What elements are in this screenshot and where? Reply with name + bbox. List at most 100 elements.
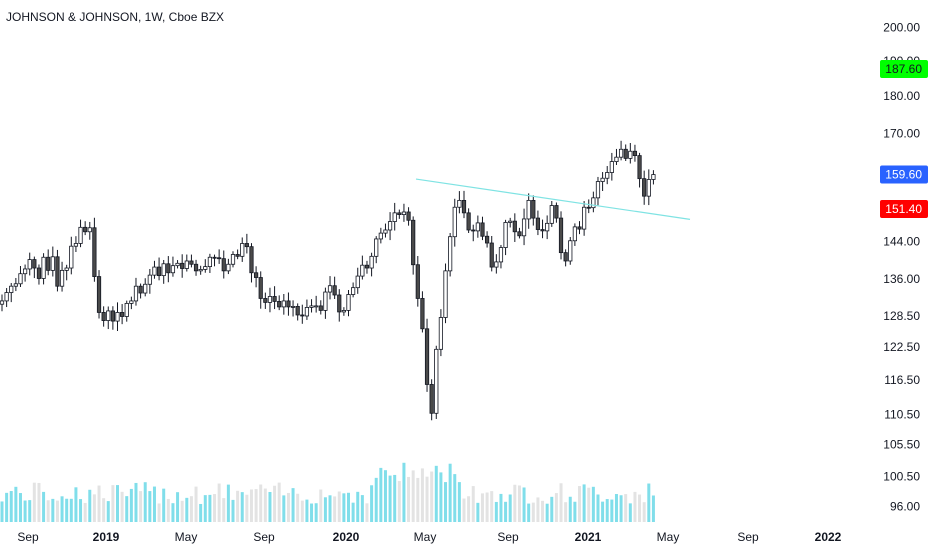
volume-bar: [42, 491, 46, 522]
volume-bars: [0, 462, 655, 522]
volume-bar: [610, 499, 614, 522]
volume-bar: [9, 491, 13, 522]
candle-body: [475, 222, 480, 232]
volume-bar: [573, 501, 577, 522]
candle-body: [101, 312, 106, 321]
candle-body: [170, 265, 176, 274]
candle-body: [461, 199, 467, 214]
candle-body: [147, 274, 152, 285]
candle-body: [106, 310, 111, 321]
volume-bar: [28, 500, 32, 522]
volume-bar: [457, 482, 461, 522]
candle-body: [258, 277, 263, 299]
volume-bar: [254, 489, 258, 522]
candle-body: [152, 266, 157, 276]
volume-bar: [245, 494, 249, 522]
candle-body: [78, 226, 83, 244]
volume-bar: [619, 495, 623, 522]
time-axis[interactable]: Sep 2019 May Sep 2020 May Sep 2021 May Sep 2022: [17, 530, 841, 544]
time-tick-label: 2019: [93, 530, 120, 544]
volume-bar: [485, 492, 489, 522]
candle-body: [628, 150, 633, 159]
candle-body: [563, 252, 568, 262]
price-tick-label: 96.00: [890, 499, 920, 513]
candle-body: [129, 300, 134, 304]
volume-bar: [407, 476, 411, 522]
candle-body: [286, 300, 291, 308]
candle-body: [438, 317, 444, 350]
candle-body: [618, 148, 624, 158]
volume-bar: [240, 492, 244, 522]
volume-bar: [499, 493, 503, 522]
candle-body: [212, 256, 217, 259]
candle-body: [443, 270, 448, 318]
candle-body: [309, 305, 314, 308]
volume-bar: [83, 502, 87, 522]
volume-bar: [203, 495, 207, 522]
volume-bar: [624, 494, 628, 522]
volume-bar: [166, 498, 170, 522]
volume-bar: [162, 488, 166, 522]
candle-body: [207, 256, 212, 268]
time-tick-label: Sep: [253, 530, 275, 544]
volume-bar: [305, 499, 309, 522]
volume-bar: [596, 494, 600, 522]
volume-bar: [527, 503, 531, 522]
candle-body: [387, 221, 393, 231]
candle-body: [512, 220, 517, 233]
volume-bar: [559, 483, 563, 522]
volume-bar: [582, 484, 586, 522]
volume-bar: [180, 500, 184, 522]
volume-bar: [587, 487, 591, 522]
candle-body: [295, 306, 300, 316]
candle-body: [406, 211, 411, 221]
candle-body: [217, 257, 222, 260]
time-tick-label: 2021: [575, 530, 602, 544]
price-badge-label: 151.40: [885, 202, 922, 216]
volume-bar: [79, 499, 83, 522]
candle-body: [642, 178, 647, 197]
candle-body: [193, 263, 199, 272]
candle-body: [263, 298, 268, 303]
volume-bar: [60, 496, 64, 522]
candle-body: [614, 156, 619, 162]
volume-bar: [342, 493, 346, 522]
volume-bar: [14, 486, 18, 522]
candle-body: [166, 263, 171, 274]
volume-bar: [148, 491, 152, 522]
volume-bar: [310, 503, 314, 522]
volume-bar: [531, 502, 535, 522]
candle-body: [415, 264, 420, 299]
candle-body: [27, 259, 32, 270]
time-tick-label: Sep: [497, 530, 519, 544]
trend-line[interactable]: [415, 178, 691, 220]
candle-body: [434, 348, 439, 414]
candle-body: [572, 226, 577, 242]
candle-body: [609, 161, 614, 173]
price-badges: 187.60 159.60 151.40: [880, 60, 928, 218]
volume-bar: [434, 465, 438, 522]
candle-body: [36, 267, 42, 279]
candle-body: [600, 177, 605, 182]
volume-bar: [508, 494, 512, 522]
candle-body: [115, 312, 120, 322]
volume-bar: [189, 496, 193, 522]
candles: [0, 140, 656, 421]
volume-bar: [383, 470, 387, 522]
candle-body: [355, 275, 360, 289]
volume-bar: [605, 499, 609, 522]
candle-body: [267, 296, 273, 303]
volume-bar: [111, 485, 115, 522]
candle-body: [508, 220, 513, 223]
candle-body: [87, 227, 92, 233]
volume-bar: [471, 486, 475, 522]
price-tick-label: 105.50: [883, 438, 920, 452]
volume-bar: [300, 500, 304, 522]
candle-body: [489, 242, 494, 268]
candle-body: [420, 298, 425, 330]
candle-body: [392, 212, 397, 222]
price-tick-label: 128.50: [883, 309, 920, 323]
price-axis[interactable]: 200.00190.00180.00170.00144.00136.00128.…: [883, 20, 920, 513]
volume-bar: [5, 492, 9, 522]
